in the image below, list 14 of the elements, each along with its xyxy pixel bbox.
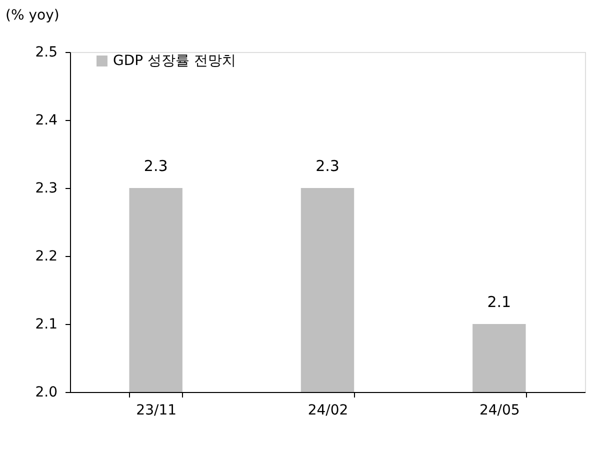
y-tick-label: 2.4 [35, 112, 58, 128]
y-tick-label: 2.5 [35, 44, 58, 60]
y-axis-title: (% yoy) [6, 8, 60, 24]
x-tick-label: 24/05 [479, 402, 520, 418]
x-tick-label: 24/02 [308, 402, 348, 418]
data-label: 2.1 [487, 293, 512, 311]
legend-label: GDP 성장률 전망치 [113, 53, 236, 69]
y-tick-label: 2.1 [35, 316, 58, 332]
x-tick-label: 23/11 [136, 402, 177, 418]
y-tick-label: 2.2 [35, 248, 58, 264]
y-tick-label: 2.3 [35, 180, 58, 196]
y-tick-label: 2.0 [35, 384, 58, 400]
data-label: 2.3 [316, 157, 340, 175]
data-label: 2.3 [144, 157, 168, 175]
